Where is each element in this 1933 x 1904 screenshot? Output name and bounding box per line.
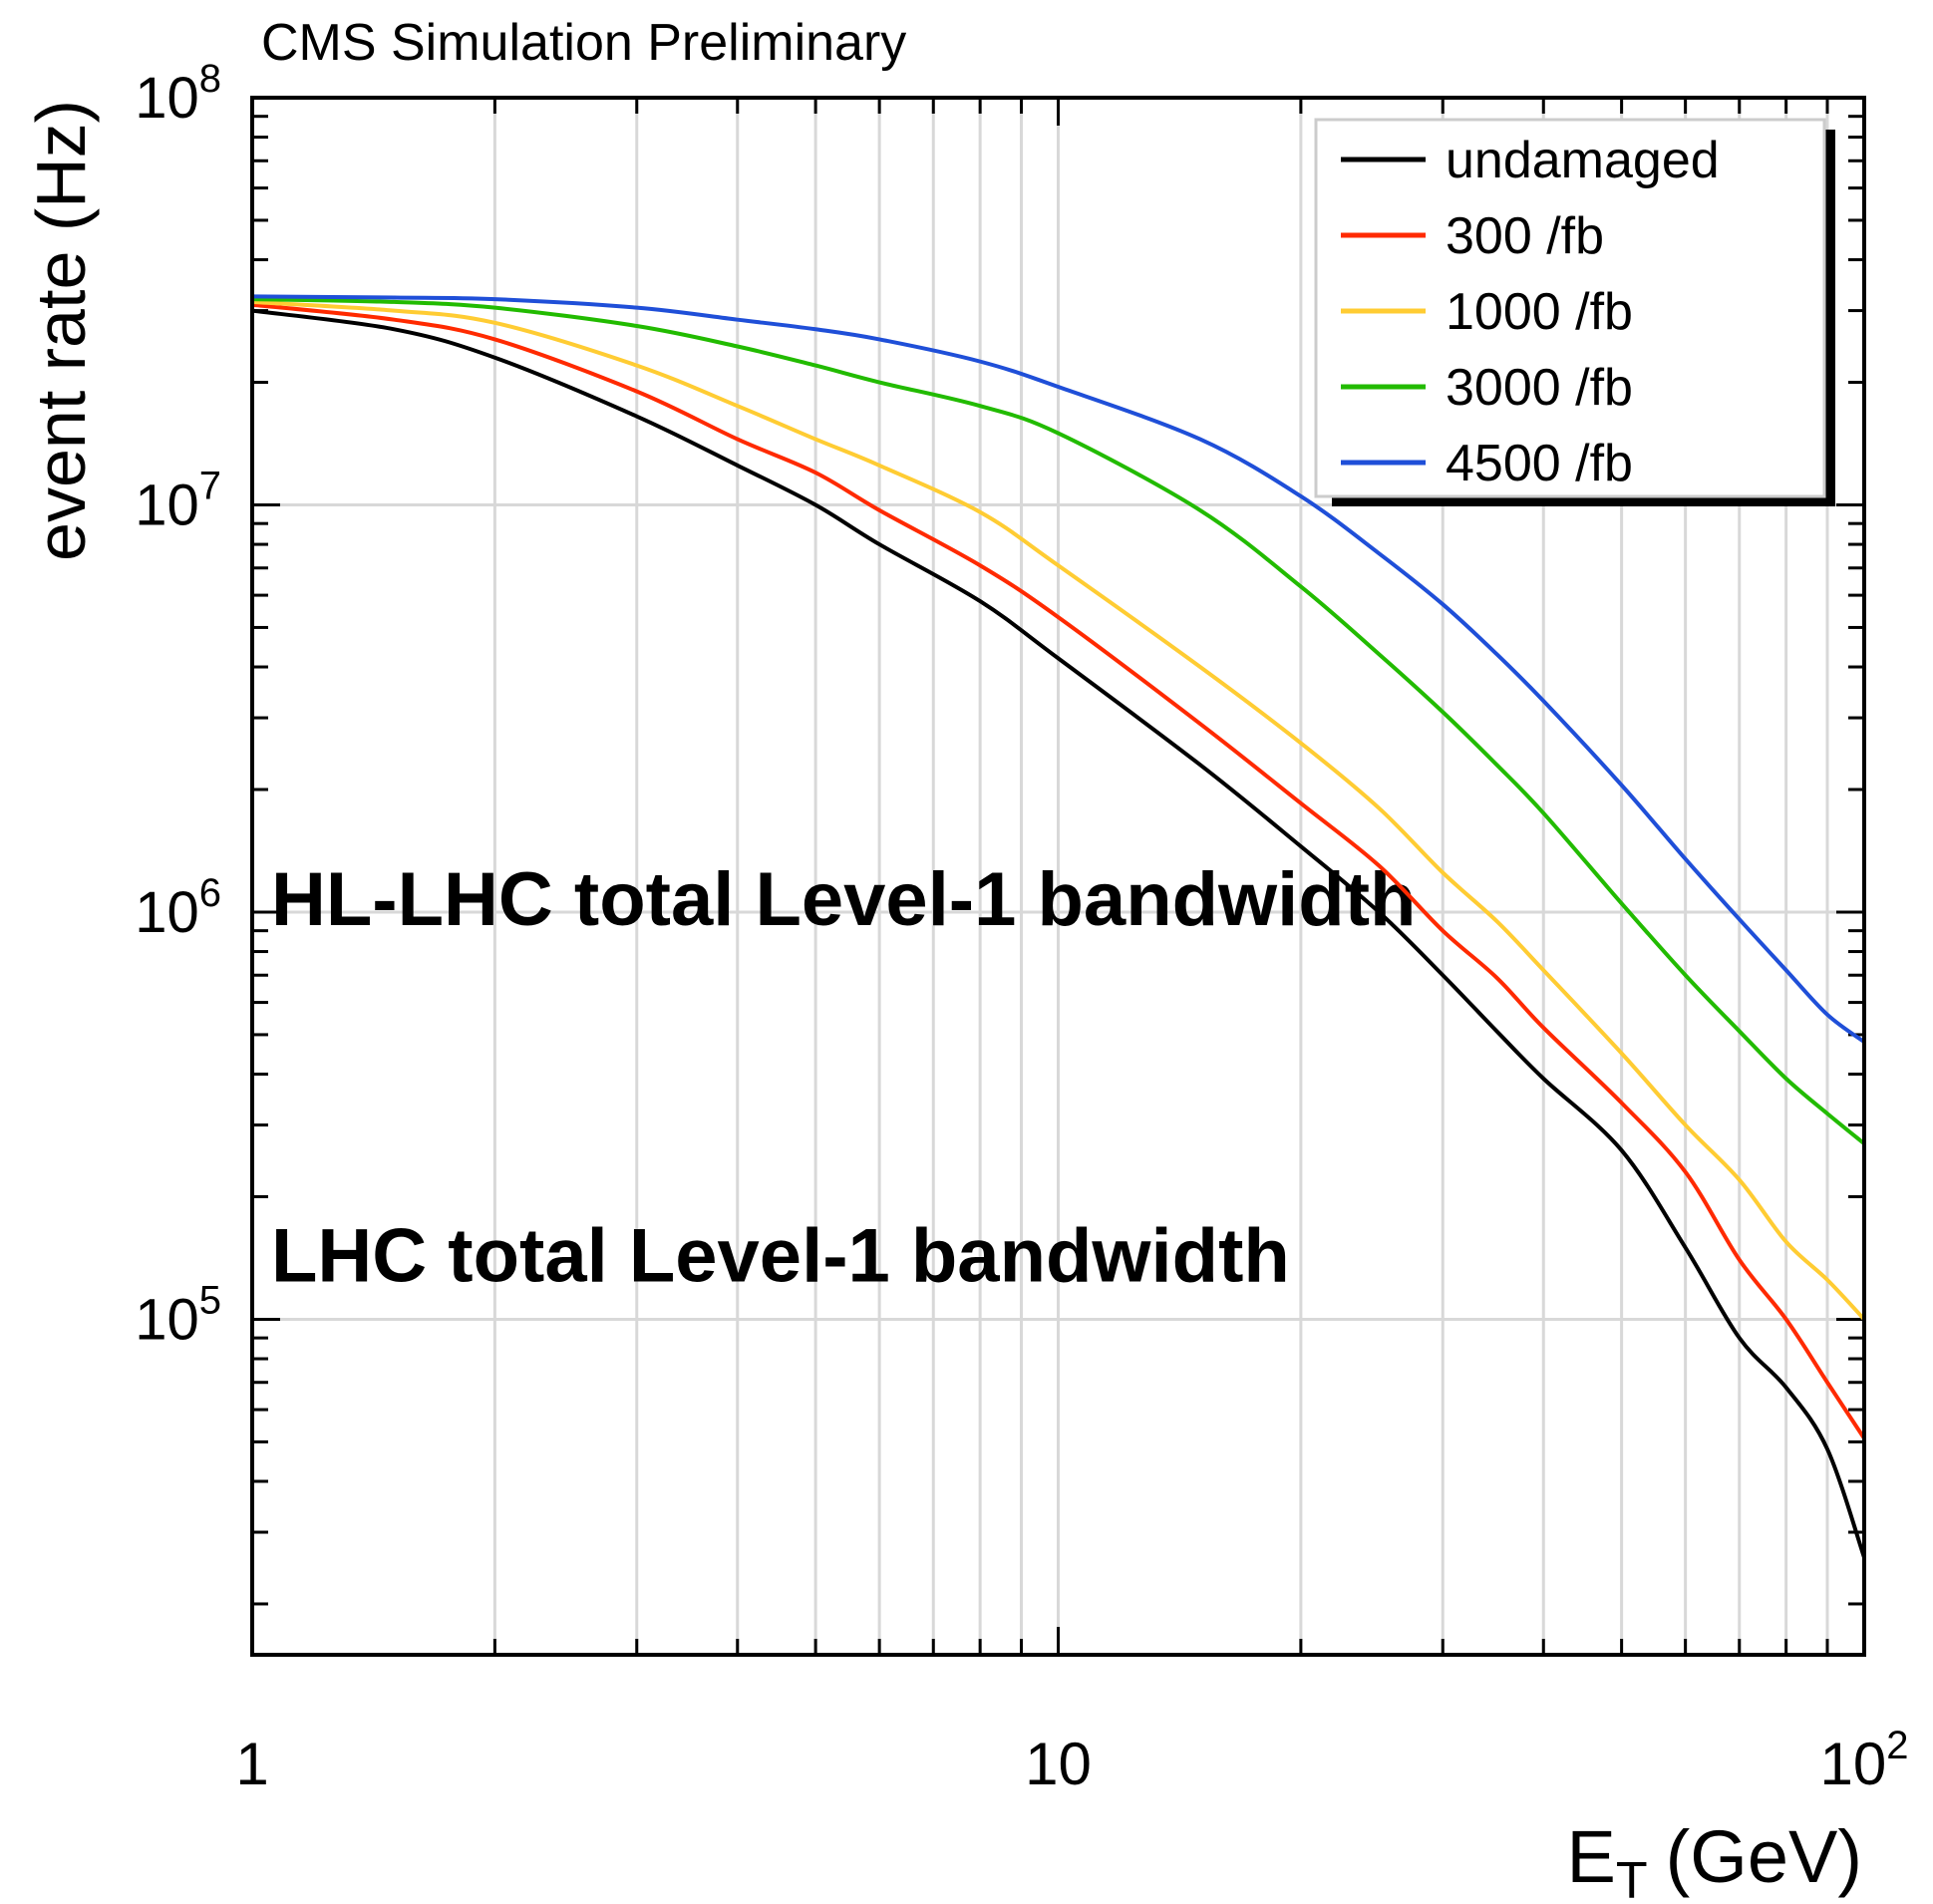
plot-frame [250,96,1866,1657]
x-tick-label: 102 [1820,1724,1909,1797]
x-tick-labels: 1 10 102 [235,1724,1908,1797]
series-line-0 [252,308,1864,1559]
y-tick-label: 106 [135,871,221,945]
series-line-1 [252,302,1864,1440]
legend: undamaged 300 /fb 1000 /fb 3000 /fb 4500 /fb [1314,118,1835,506]
series-line-3 [252,297,1864,1145]
legend-label: 3000 /fb [1446,359,1633,417]
series-line-4 [252,294,1864,1044]
x-tick-label: 10 [1025,1731,1092,1797]
y-tick-label: 105 [135,1278,221,1352]
threshold-label: HL-LHC total Level-1 bandwidth [271,857,1416,942]
y-tick-label: 108 [135,57,221,131]
legend-label: 4500 /fb [1446,435,1633,492]
threshold-lines: HL-LHC total Level-1 bandwidth LHC total … [252,857,1864,1328]
legend-label: 300 /fb [1446,207,1604,265]
y-tick-label: 107 [135,464,221,537]
legend-label: 1000 /fb [1446,283,1633,341]
legend-box [1314,118,1826,498]
x-tick-label: 1 [235,1731,268,1797]
series-line-2 [252,299,1864,1321]
y-axis-label: event rate (Hz) [22,100,100,561]
series-lines [252,294,1864,1559]
x-axis-label: ET (GeV) [1567,1815,1862,1904]
legend-label: undamaged [1446,132,1720,189]
y-tick-labels: 105 106 107 108 [135,57,221,1352]
threshold-label: LHC total Level-1 bandwidth [271,1213,1290,1298]
chart-title: CMS Simulation Preliminary [261,14,906,72]
